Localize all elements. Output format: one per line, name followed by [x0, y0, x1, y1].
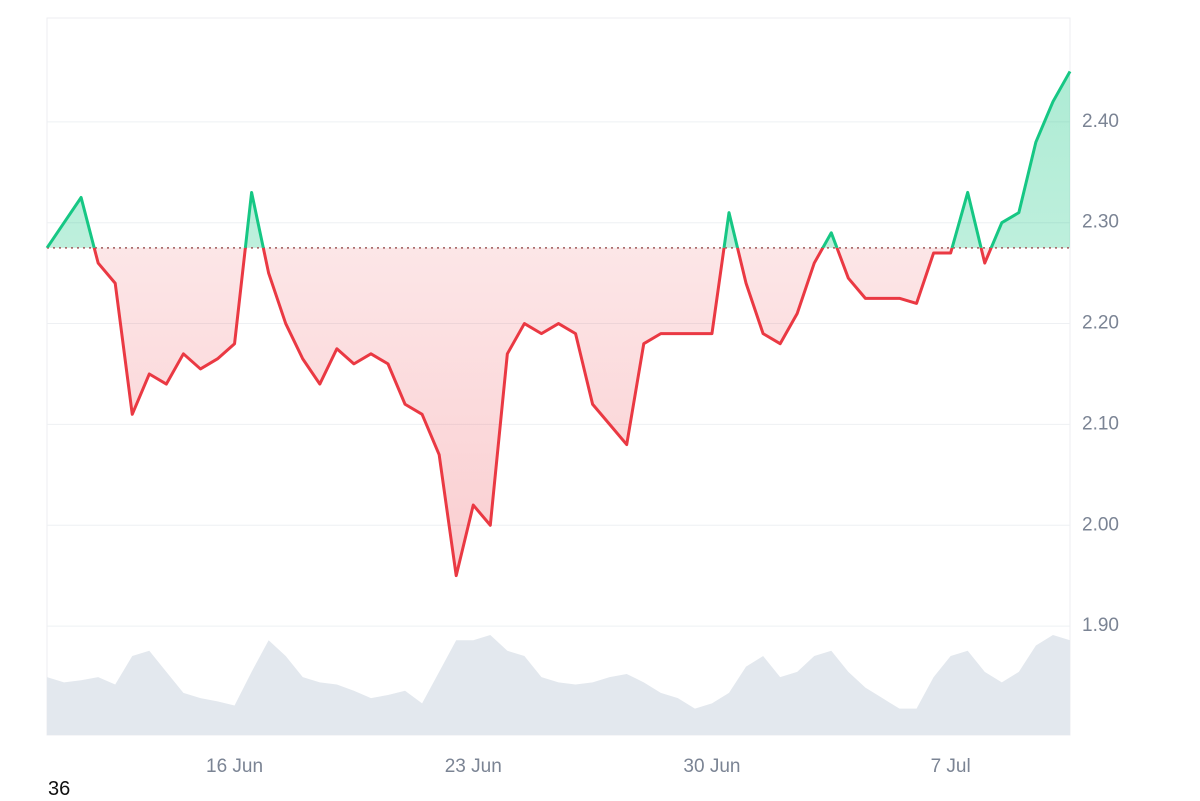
- chart: 1.90 2.00 2.10 2.20 2.30 2.40 16 Jun 23 Jun 30 J…: [45, 17, 1119, 775]
- y-tick-label: 2.40: [1082, 111, 1119, 132]
- plot-frame: [46, 17, 1071, 736]
- x-tick-label: 7 Jul: [931, 756, 971, 775]
- x-tick-label: 30 Jun: [683, 756, 740, 775]
- volume-area: [47, 635, 1070, 735]
- area-up: [47, 71, 1070, 248]
- footnote: 36: [48, 778, 71, 800]
- y-tick-label: 2.10: [1082, 413, 1119, 434]
- y-tick-label: 1.90: [1082, 615, 1119, 636]
- area-down: [94, 247, 992, 576]
- price-line-down: [47, 247, 993, 578]
- x-tick-label: 16 Jun: [206, 756, 263, 775]
- y-tick-label: 2.20: [1082, 313, 1119, 334]
- x-tick-label: 23 Jun: [445, 756, 502, 775]
- y-tick-label: 2.30: [1082, 212, 1119, 233]
- y-tick-label: 2.00: [1082, 514, 1119, 535]
